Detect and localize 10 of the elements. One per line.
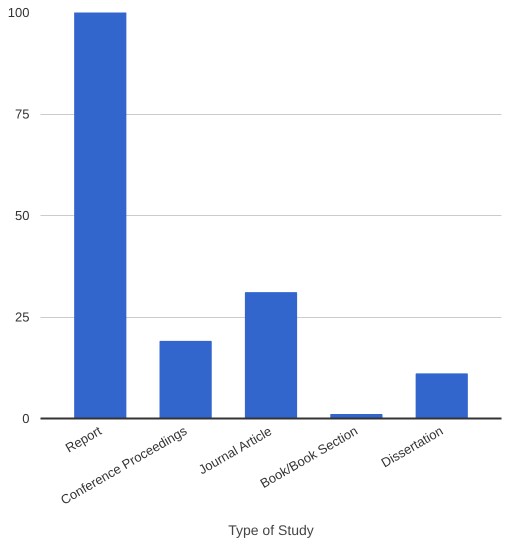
x-axis-title: Type of Study <box>228 522 314 538</box>
bar <box>160 340 212 418</box>
y-tick-label: 25 <box>15 310 30 324</box>
y-tick-label: 0 <box>22 411 30 426</box>
y-tick-label: 75 <box>15 106 30 122</box>
bar <box>244 292 298 418</box>
y-tick-label: 100 <box>8 5 30 20</box>
y-tick-label: 50 <box>15 208 30 223</box>
bar <box>416 373 468 418</box>
bar <box>74 12 126 418</box>
